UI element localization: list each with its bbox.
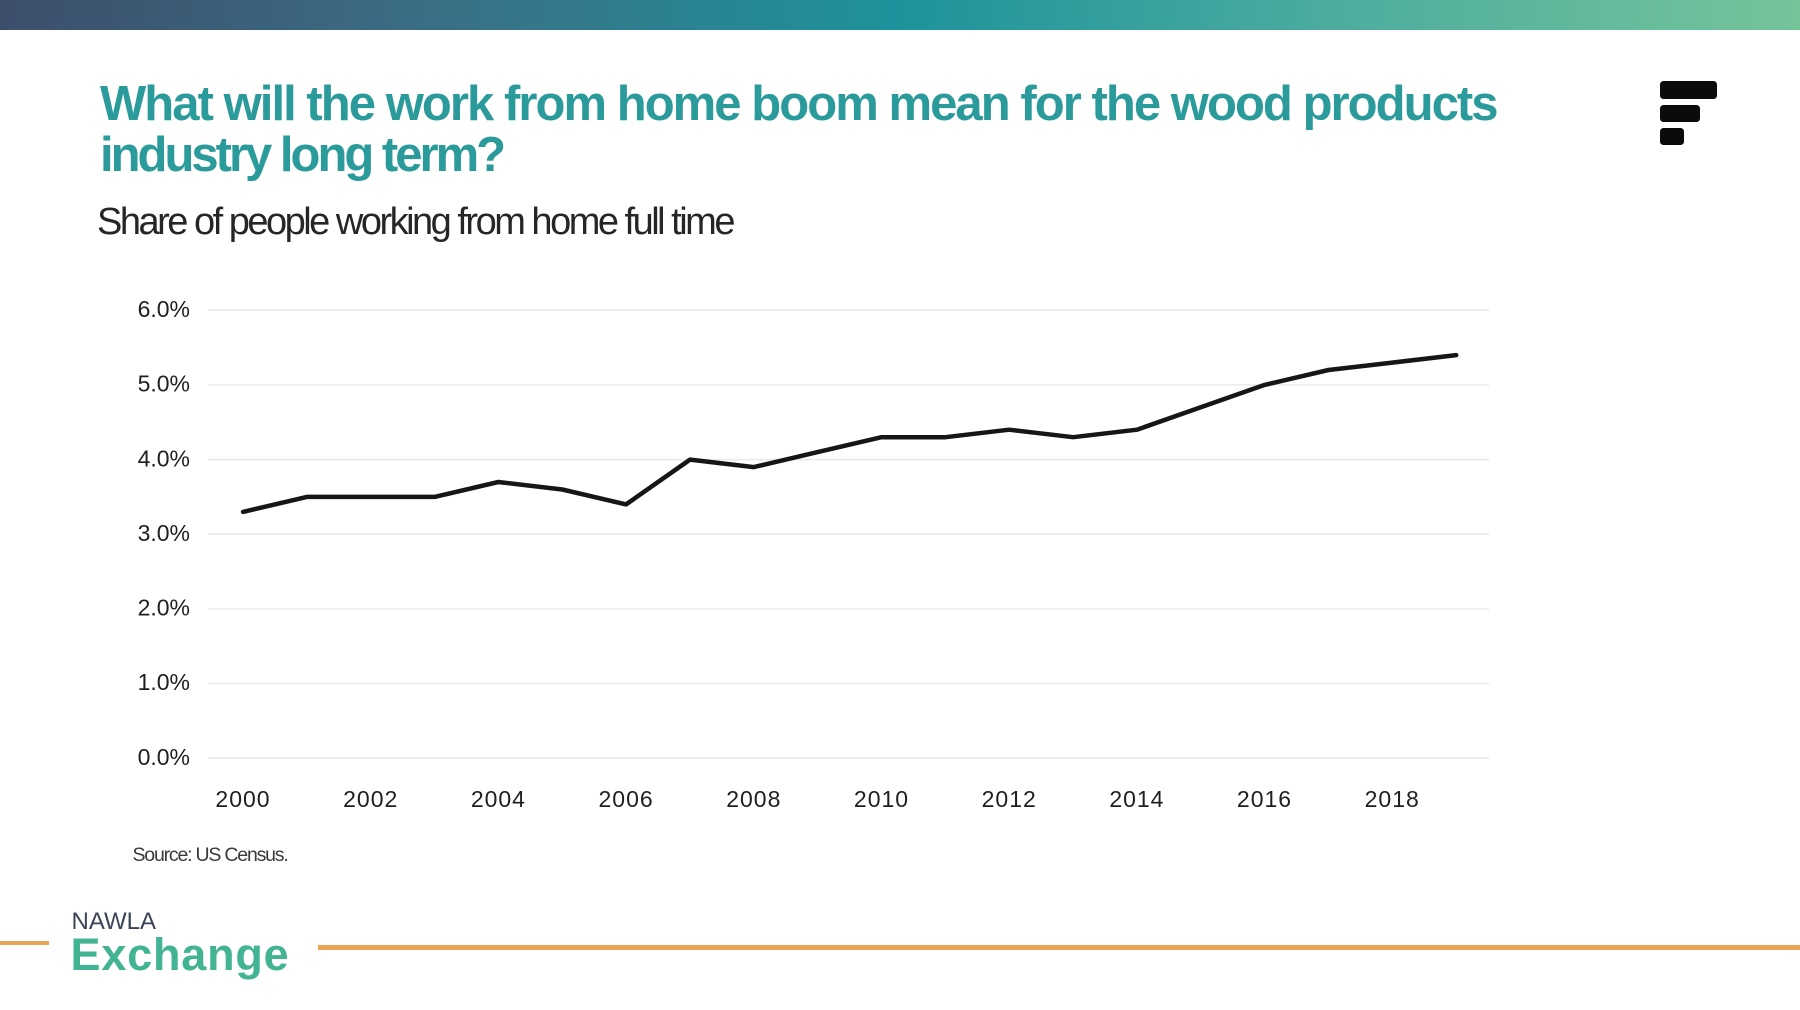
svg-text:2010: 2010 xyxy=(854,786,909,812)
svg-text:4.0%: 4.0% xyxy=(138,445,190,471)
svg-text:2016: 2016 xyxy=(1237,786,1292,812)
svg-text:2018: 2018 xyxy=(1365,786,1420,812)
svg-text:2012: 2012 xyxy=(982,786,1037,812)
svg-text:3.0%: 3.0% xyxy=(138,520,190,546)
svg-text:2004: 2004 xyxy=(471,786,526,812)
svg-text:6.0%: 6.0% xyxy=(138,296,190,322)
svg-text:2008: 2008 xyxy=(726,786,781,812)
svg-text:2002: 2002 xyxy=(343,786,398,812)
svg-text:0.0%: 0.0% xyxy=(138,744,190,770)
svg-text:5.0%: 5.0% xyxy=(138,371,190,397)
svg-text:2000: 2000 xyxy=(215,786,270,812)
svg-text:2006: 2006 xyxy=(599,786,654,812)
svg-text:1.0%: 1.0% xyxy=(138,669,190,695)
svg-text:2014: 2014 xyxy=(1109,786,1164,812)
svg-text:2.0%: 2.0% xyxy=(138,595,190,621)
